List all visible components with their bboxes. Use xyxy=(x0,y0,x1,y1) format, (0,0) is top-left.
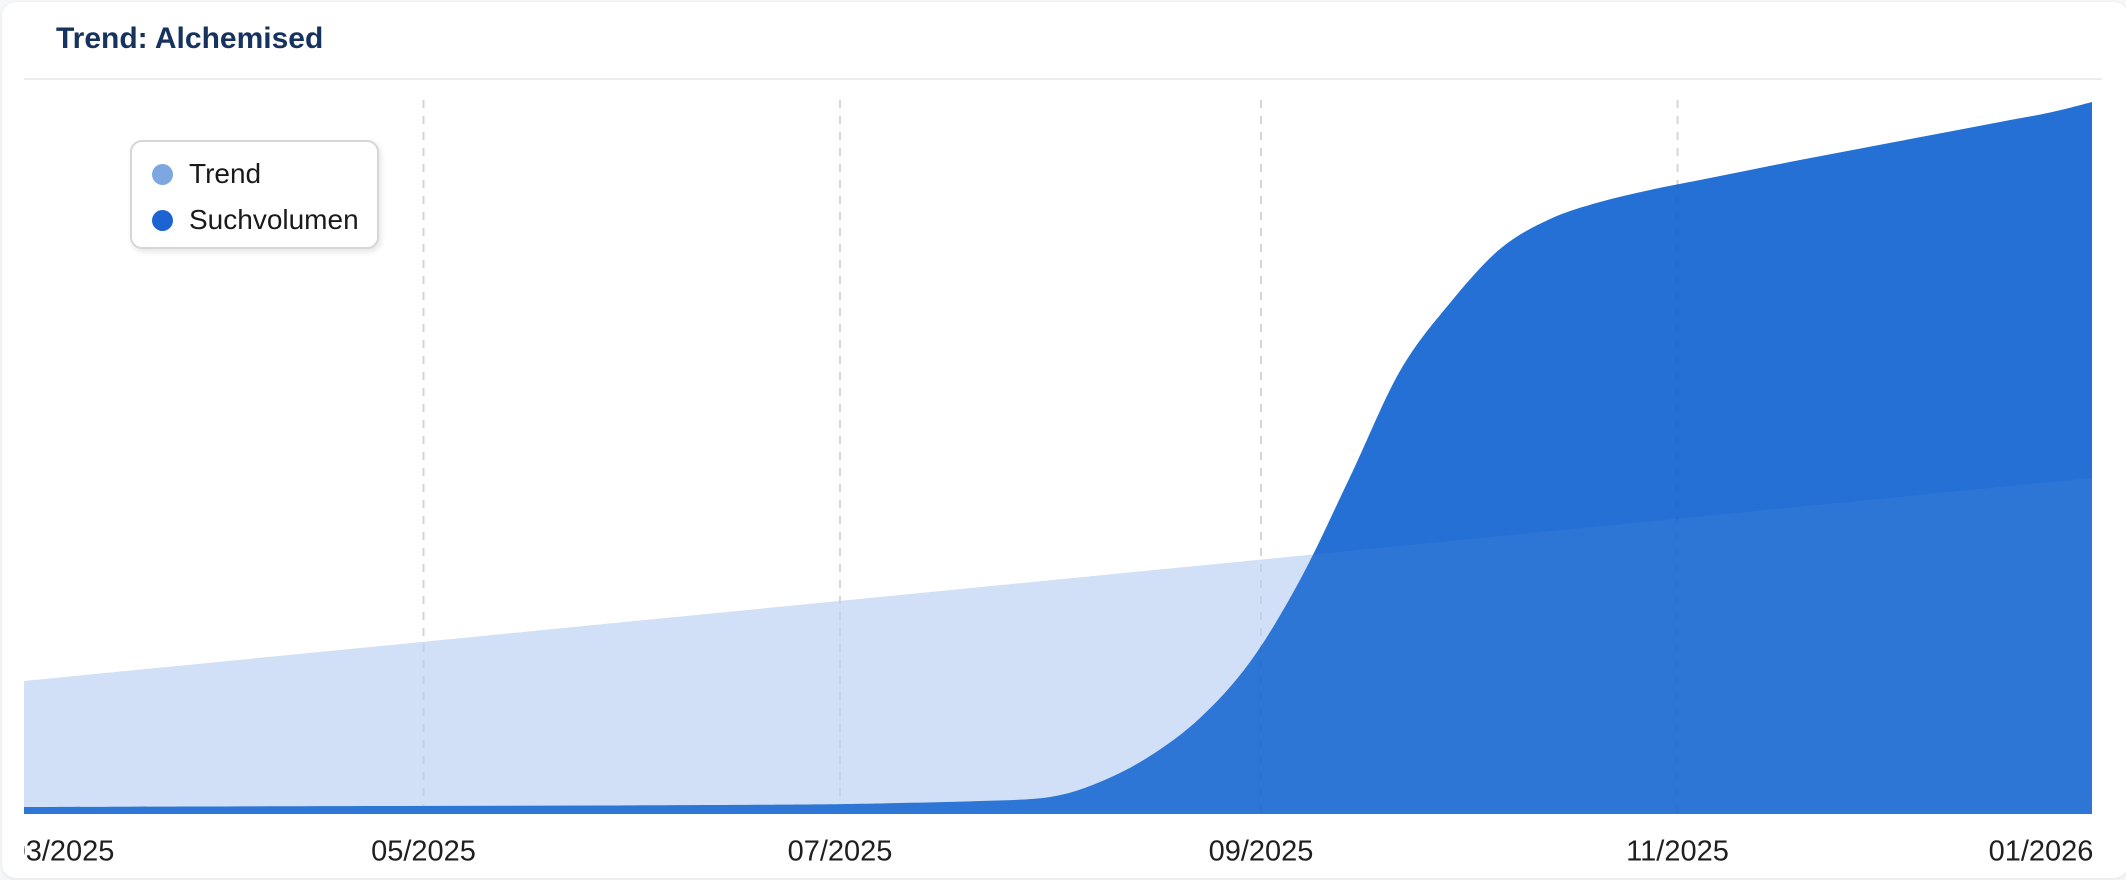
svg-text:09/2025: 09/2025 xyxy=(1209,836,1314,868)
svg-text:01/2026: 01/2026 xyxy=(1989,836,2094,868)
svg-text:03/2025: 03/2025 xyxy=(10,836,115,868)
svg-text:07/2025: 07/2025 xyxy=(788,836,893,868)
svg-text:11/2025: 11/2025 xyxy=(1626,836,1729,868)
svg-text:05/2025: 05/2025 xyxy=(371,836,476,868)
